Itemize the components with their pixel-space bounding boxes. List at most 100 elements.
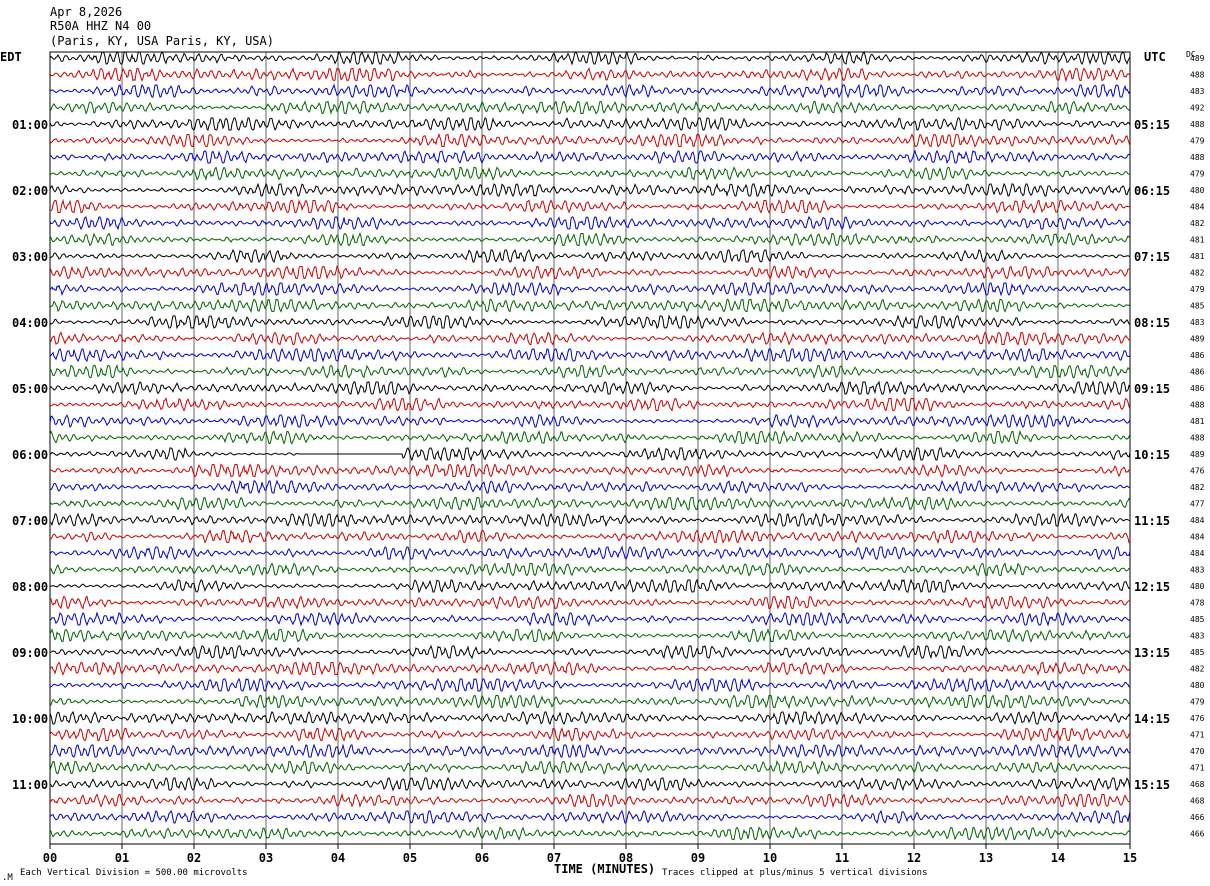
x-tick-label: 06: [475, 851, 489, 865]
dc-value: 489: [1190, 335, 1205, 344]
right-hour-label: 14:15: [1134, 712, 1170, 726]
dc-value: 482: [1190, 269, 1205, 278]
left-hour-label: 04:00: [12, 316, 48, 330]
dc-value: 477: [1190, 500, 1205, 509]
dc-value: 483: [1190, 632, 1205, 641]
right-hour-label: 12:15: [1134, 580, 1170, 594]
trace-row-46: [49, 809, 1131, 825]
x-tick-label: 07: [547, 851, 561, 865]
trace-row-44: [49, 776, 1131, 792]
dc-value: 479: [1190, 698, 1205, 707]
trace-row-23: [49, 429, 1131, 445]
dc-value: 466: [1190, 813, 1205, 822]
trace-row-39: [49, 694, 1131, 710]
dc-value: 489: [1190, 54, 1205, 63]
x-tick-label: 00: [43, 851, 57, 865]
x-axis-title: TIME (MINUTES): [554, 862, 655, 876]
dc-value: 479: [1190, 285, 1205, 294]
dc-value: 485: [1190, 302, 1205, 311]
x-tick-label: 08: [619, 851, 633, 865]
dc-value: 479: [1190, 137, 1205, 146]
trace-row-2: [49, 83, 1131, 99]
trace-row-17: [49, 331, 1131, 346]
trace-row-40: [49, 710, 1131, 726]
right-hour-label: 13:15: [1134, 646, 1170, 660]
right-hour-label: 11:15: [1134, 514, 1170, 528]
dc-value: 483: [1190, 87, 1205, 96]
left-timezone-label: EDT: [0, 50, 22, 64]
dc-value: 484: [1190, 516, 1205, 525]
x-tick-label: 03: [259, 851, 273, 865]
dc-value: 486: [1190, 351, 1205, 360]
trace-row-19: [49, 363, 1131, 380]
dc-value: 466: [1190, 830, 1205, 839]
dc-value: 476: [1190, 714, 1205, 723]
dc-value: 486: [1190, 368, 1205, 377]
dc-value: 479: [1190, 170, 1205, 179]
trace-row-20: [49, 380, 1131, 396]
trace-row-45: [49, 792, 1131, 809]
trace-row-15: [49, 298, 1131, 314]
trace-row-27: [49, 496, 1131, 511]
trace-row-8: [49, 182, 1131, 198]
dc-value: 481: [1190, 236, 1205, 245]
dc-value: 485: [1190, 648, 1205, 657]
x-tick-label: 05: [403, 851, 417, 865]
dc-value: 489: [1190, 450, 1205, 459]
dc-value: 480: [1190, 681, 1205, 690]
corner-mark: .M: [2, 873, 13, 883]
x-tick-label: 09: [691, 851, 705, 865]
trace-row-14: [49, 281, 1131, 297]
trace-row-35: [49, 627, 1131, 643]
minute-grid: [121, 52, 1059, 844]
dc-value: 485: [1190, 615, 1205, 624]
left-hour-labels: 01:00 02:00 03:00 04:00 05:00 06:00 07:00 08:00…: [12, 118, 48, 792]
dc-value: 486: [1190, 384, 1205, 393]
dc-value: 492: [1190, 104, 1205, 113]
trace-row-30: [49, 545, 1131, 561]
dc-value: 488: [1190, 120, 1205, 129]
right-hour-label: 06:15: [1134, 184, 1170, 198]
dc-value: 468: [1190, 797, 1205, 806]
trace-row-10: [49, 215, 1131, 231]
trace-row-6: [49, 149, 1131, 165]
trace-row-22: [49, 413, 1131, 429]
trace-row-13: [49, 265, 1131, 280]
dc-value: 484: [1190, 533, 1205, 542]
location-label: (Paris, KY, USA Paris, KY, USA): [50, 34, 274, 48]
left-hour-label: 03:00: [12, 250, 48, 264]
dc-value: 488: [1190, 153, 1205, 162]
trace-row-31: [49, 562, 1131, 577]
left-hour-label: 07:00: [12, 514, 48, 528]
x-tick-label: 10: [763, 851, 777, 865]
dc-value: 471: [1190, 731, 1205, 740]
trace-row-11: [49, 232, 1131, 247]
x-tick-label: 01: [115, 851, 129, 865]
trace-row-16: [49, 314, 1131, 330]
trace-row-1: [49, 66, 1131, 83]
dc-value: 480: [1190, 582, 1205, 591]
dc-value: 488: [1190, 71, 1205, 80]
x-tick-label: 11: [835, 851, 849, 865]
date-label: Apr 8,2026: [50, 5, 122, 19]
left-hour-label: 10:00: [12, 712, 48, 726]
dc-value: 480: [1190, 186, 1205, 195]
trace-row-43: [49, 759, 1131, 775]
right-hour-label: 10:15: [1134, 448, 1170, 462]
trace-row-42: [49, 743, 1131, 759]
x-tick-label: 02: [187, 851, 201, 865]
right-hour-label: 15:15: [1134, 778, 1170, 792]
x-tick-label: 14: [1051, 851, 1065, 865]
clip-note: Traces clipped at plus/minus 5 vertical …: [662, 868, 928, 878]
left-hour-label: 01:00: [12, 118, 48, 132]
left-hour-label: 09:00: [12, 646, 48, 660]
left-hour-label: 06:00: [12, 448, 48, 462]
dc-value: 488: [1190, 434, 1205, 443]
trace-row-4: [49, 116, 1131, 132]
trace-row-36: [49, 644, 1131, 660]
seismic-traces: [49, 50, 1131, 841]
trace-row-0: [49, 50, 1131, 66]
dc-value: 482: [1190, 665, 1205, 674]
left-hour-label: 05:00: [12, 382, 48, 396]
